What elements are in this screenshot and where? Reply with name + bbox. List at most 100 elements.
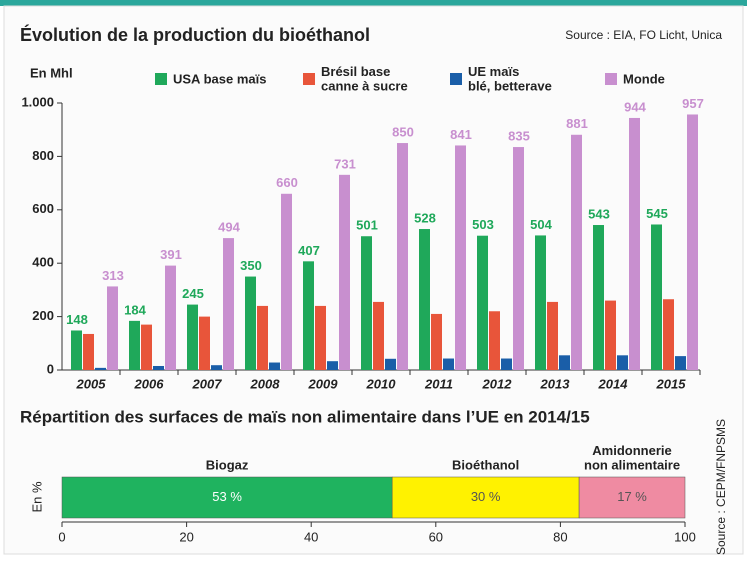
bar	[187, 304, 198, 370]
bar	[71, 330, 82, 370]
x-tick-label: 100	[674, 529, 696, 544]
data-label: 184	[124, 302, 146, 317]
data-label: 731	[334, 156, 356, 171]
bar	[629, 117, 640, 371]
data-label: 17 %	[617, 489, 647, 504]
segment-label: Biogaz	[206, 457, 249, 472]
segment-label: Bioéthanol	[452, 457, 519, 472]
y-tick-label: 600	[32, 201, 54, 216]
bar	[281, 193, 292, 370]
x-tick-label: 2011	[424, 376, 453, 391]
bar	[687, 114, 698, 370]
data-label: 350	[240, 258, 262, 273]
x-tick-label: 2009	[308, 376, 339, 391]
data-label: 660	[276, 175, 298, 190]
y-axis-label: En Mhl	[30, 65, 73, 80]
x-tick-label: 2010	[366, 376, 397, 391]
bar	[559, 355, 570, 370]
bar	[617, 355, 628, 370]
bar-segment	[61, 476, 393, 519]
legend-swatch	[303, 73, 315, 85]
data-label: 407	[298, 243, 320, 258]
bar	[223, 238, 234, 370]
x-tick-label: 2008	[250, 376, 281, 391]
bar	[211, 365, 222, 370]
data-label: 835	[508, 128, 530, 143]
chart-title: Répartition des surfaces de maïs non ali…	[20, 407, 590, 426]
x-tick-label: 2005	[76, 376, 107, 391]
data-label: 53 %	[212, 489, 242, 504]
bar	[141, 324, 152, 370]
bar	[303, 261, 314, 370]
x-tick-label: 2015	[656, 376, 687, 391]
bar	[315, 305, 326, 370]
data-label: 30 %	[471, 489, 501, 504]
bar	[83, 333, 94, 370]
bar	[165, 265, 176, 370]
data-label: 543	[588, 206, 610, 221]
bar-segment	[578, 476, 686, 519]
bar	[129, 320, 140, 370]
legend-swatch	[155, 73, 167, 85]
x-tick-label: 0	[58, 529, 65, 544]
legend-label: USA base maïs	[173, 71, 266, 86]
y-tick-label: 0	[47, 361, 54, 376]
data-label: 841	[450, 127, 472, 142]
bar	[513, 147, 524, 370]
panel	[3, 5, 744, 555]
legend-label: Monde	[623, 71, 665, 86]
x-tick-label: 80	[553, 529, 567, 544]
data-label: 944	[624, 99, 646, 114]
bar	[501, 358, 512, 370]
source: Source : EIA, FO Licht, Unica	[565, 28, 722, 42]
bar	[339, 174, 350, 370]
data-label: 501	[356, 218, 378, 233]
bar	[397, 143, 408, 370]
bar	[153, 365, 164, 370]
bar	[535, 235, 546, 370]
data-label: 148	[66, 312, 88, 327]
y-tick-label: 800	[32, 148, 54, 163]
data-label: 245	[182, 286, 204, 301]
legend-label: Brésil base canne à sucre	[321, 64, 408, 93]
data-label: 957	[682, 96, 704, 111]
source: Source : CEPM/FNPSMS	[714, 419, 728, 555]
data-label: 494	[218, 220, 240, 235]
bar	[455, 145, 466, 370]
data-label: 850	[392, 124, 414, 139]
bar	[675, 356, 686, 370]
bar	[651, 224, 662, 370]
data-label: 391	[160, 247, 182, 262]
segment-label: Amidonnerie non alimentaire	[584, 443, 680, 472]
bar	[95, 367, 106, 370]
bar	[571, 134, 582, 370]
bar	[257, 305, 268, 370]
legend-swatch	[605, 73, 617, 85]
x-tick-label: 2014	[598, 376, 629, 391]
y-tick-label: 1.000	[21, 94, 54, 109]
bar	[419, 229, 430, 370]
bar	[245, 276, 256, 370]
bar	[547, 301, 558, 370]
x-tick-label: 2013	[540, 376, 571, 391]
bar	[605, 300, 616, 370]
x-tick-label: 20	[179, 529, 193, 544]
legend-swatch	[450, 73, 462, 85]
data-label: 881	[566, 116, 588, 131]
bar	[431, 313, 442, 370]
chart-title: Évolution de la production du bioéthanol	[20, 24, 370, 45]
data-label: 504	[530, 217, 552, 232]
data-label: 545	[646, 206, 668, 221]
bar	[477, 235, 488, 370]
bar	[443, 358, 454, 370]
data-label: 528	[414, 210, 436, 225]
bar	[663, 299, 674, 370]
x-tick-label: 40	[304, 529, 318, 544]
bar	[593, 225, 604, 370]
x-tick-label: 2012	[482, 376, 513, 391]
y-tick-label: 400	[32, 255, 54, 270]
x-tick-label: 2006	[134, 376, 165, 391]
legend-label: UE maïs blé, betterave	[468, 64, 552, 93]
bar	[327, 361, 338, 370]
